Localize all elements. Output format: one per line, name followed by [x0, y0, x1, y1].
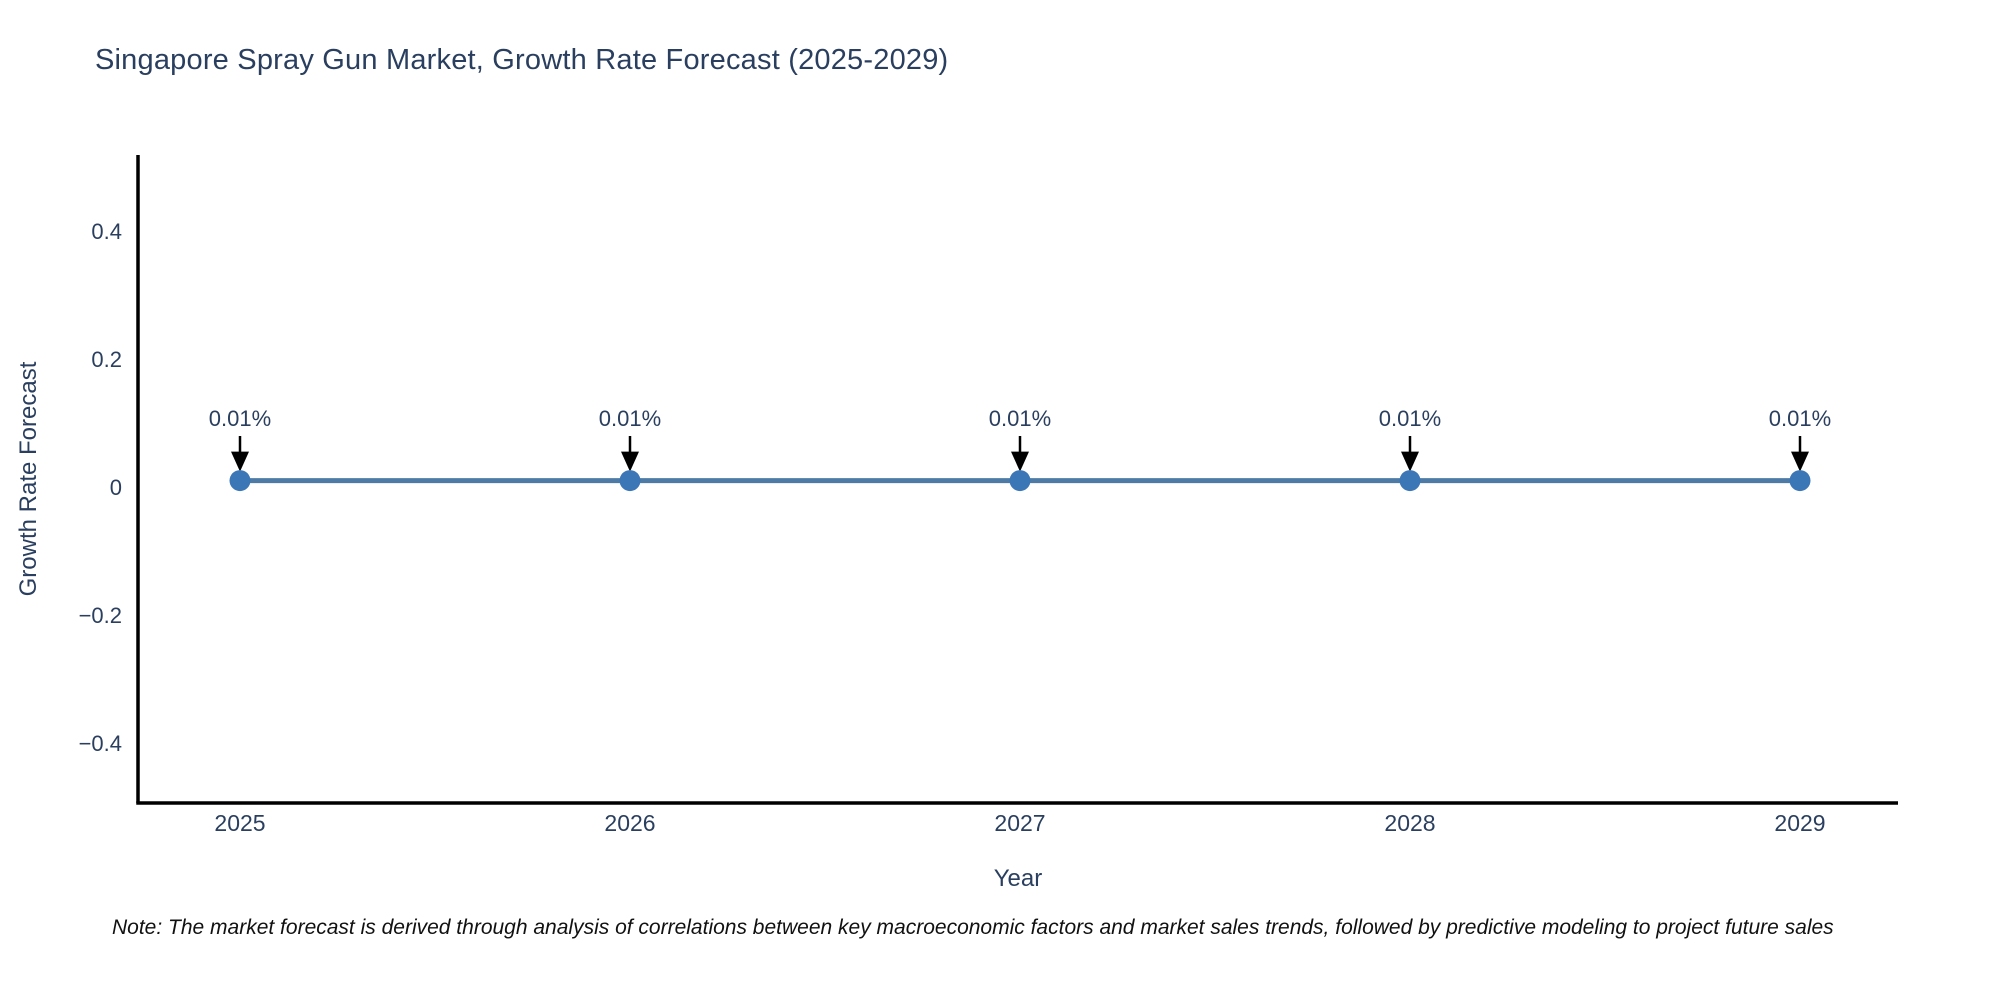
x-tick-label: 2025: [214, 810, 265, 836]
data-point-marker[interactable]: [619, 470, 641, 492]
footnote-text: Note: The market forecast is derived thr…: [112, 916, 1834, 939]
y-tick-label: 0: [110, 475, 122, 500]
y-tick-label: −0.2: [79, 603, 122, 628]
x-tick-label: 2026: [604, 810, 655, 836]
data-point-marker[interactable]: [229, 470, 251, 492]
point-annotation-label: 0.01%: [209, 406, 271, 431]
x-tick-label: 2027: [994, 810, 1045, 836]
y-tick-label: 0.2: [91, 347, 122, 372]
y-axis-title: Growth Rate Forecast: [15, 361, 42, 596]
x-tick-label: 2028: [1384, 810, 1435, 836]
annotation-arrowhead-icon: [1011, 451, 1029, 472]
data-point-marker[interactable]: [1789, 470, 1811, 492]
x-axis-title: Year: [994, 865, 1043, 892]
x-tick-label: 2029: [1774, 810, 1825, 836]
y-tick-label: −0.4: [79, 731, 122, 756]
point-annotation-label: 0.01%: [989, 406, 1051, 431]
point-annotation-label: 0.01%: [1379, 406, 1441, 431]
annotation-arrowhead-icon: [621, 451, 639, 472]
chart-title: Singapore Spray Gun Market, Growth Rate …: [95, 44, 949, 76]
annotation-arrowhead-icon: [1791, 451, 1809, 472]
y-tick-label: 0.4: [91, 219, 122, 244]
data-point-marker[interactable]: [1399, 470, 1421, 492]
point-annotation-label: 0.01%: [1769, 406, 1831, 431]
annotation-arrowhead-icon: [231, 451, 249, 472]
data-point-marker[interactable]: [1009, 470, 1031, 492]
annotation-arrowhead-icon: [1401, 451, 1419, 472]
point-annotation-label: 0.01%: [599, 406, 661, 431]
